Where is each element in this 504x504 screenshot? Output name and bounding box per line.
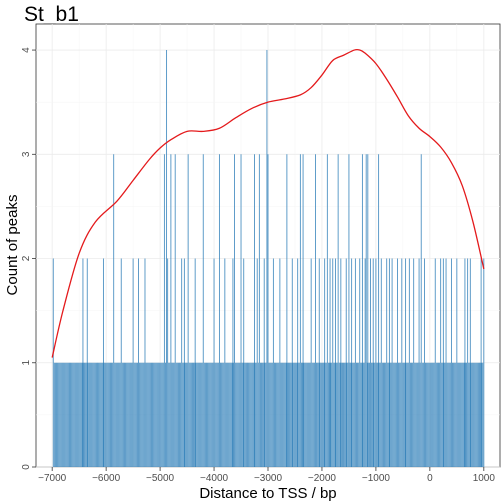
chart-title: St_b1	[24, 3, 79, 26]
x-tick-label: 1000	[473, 473, 496, 484]
x-tick-label: −5000	[146, 473, 175, 484]
x-tick-label: −6000	[92, 473, 121, 484]
x-axis-title: Distance to TSS / bp	[199, 485, 336, 502]
x-tick-label: −7000	[38, 473, 67, 484]
y-tick-label: 0	[21, 464, 32, 470]
y-tick-label: 3	[21, 151, 32, 157]
y-tick-label: 2	[21, 255, 32, 261]
x-tick-label: −3000	[254, 473, 283, 484]
y-axis-title: Count of peaks	[4, 195, 21, 296]
x-tick-label: −2000	[308, 473, 337, 484]
density-line	[51, 48, 485, 358]
y-tick-label: 4	[21, 47, 32, 53]
axes: −7000 −6000 −5000 −4000 −3000 −2000 −1000 0 1000…	[21, 47, 495, 484]
x-tick-label: −4000	[200, 473, 229, 484]
bars	[52, 50, 485, 467]
x-tick-label: 0	[427, 473, 433, 484]
x-tick-label: −1000	[362, 473, 391, 484]
y-tick-label: 1	[21, 360, 32, 366]
density-curve	[51, 48, 485, 358]
